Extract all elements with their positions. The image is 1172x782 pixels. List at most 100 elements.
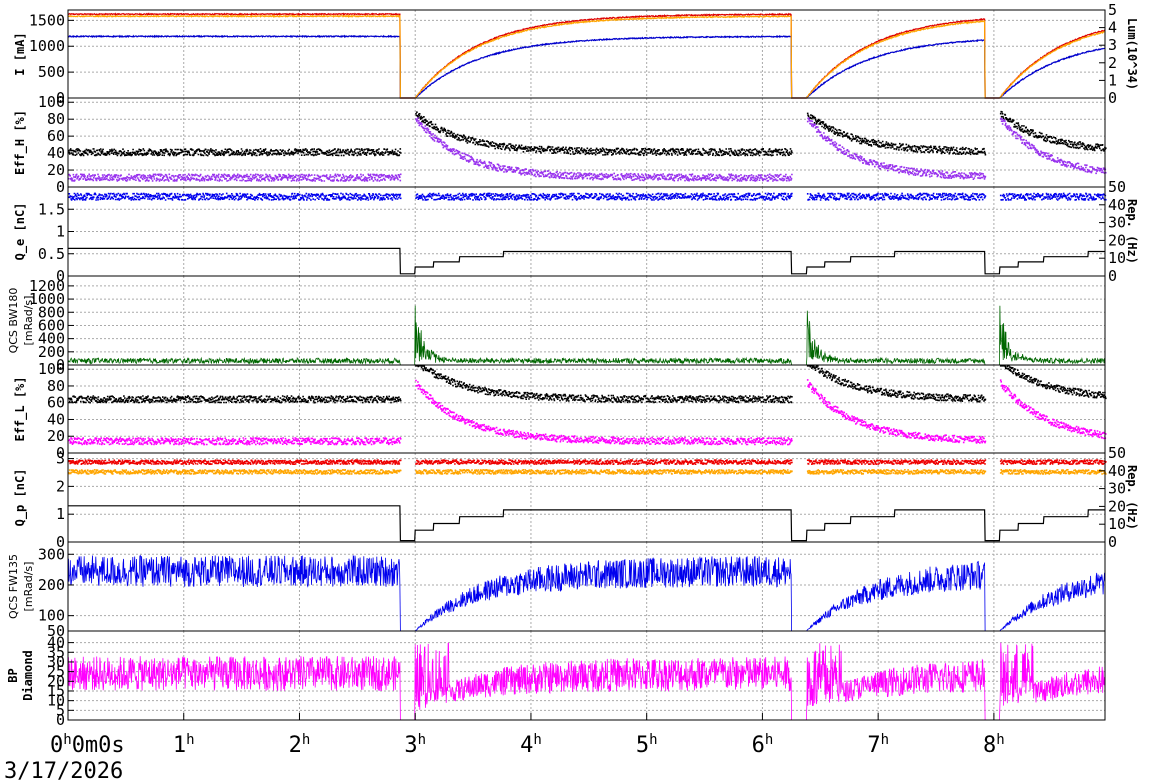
x-tick-label: 3h	[404, 732, 426, 758]
y-axis-label: Q_e [nC]	[13, 203, 28, 261]
y-tick-label: 40	[47, 144, 65, 162]
y-tick-label: 0	[56, 711, 65, 729]
right-tick-label: 30	[1108, 214, 1126, 232]
right-tick-label: 2	[1108, 54, 1117, 72]
frame-layer	[67, 9, 1106, 721]
y-tick-label: 100	[38, 607, 65, 625]
right-tick-label: 0	[1108, 533, 1117, 551]
right-tick-label: 10	[1108, 515, 1126, 533]
y-tick-label: 15	[47, 682, 65, 700]
y-tick-label: 0	[56, 89, 65, 107]
series-effh-black	[68, 110, 1107, 157]
y-tick-label: 50	[47, 622, 65, 640]
y-tick-label: 0	[56, 444, 65, 462]
y-tick-label: 60	[47, 127, 65, 145]
y-tick-label: 25	[47, 663, 65, 681]
x-tick-label: 4h	[520, 732, 542, 758]
right-tick-label: 50	[1108, 178, 1126, 196]
y-axis-label: Eff_H [%]	[13, 110, 28, 175]
y-tick-label: 60	[47, 394, 65, 412]
right-tick-label: 20	[1108, 231, 1126, 249]
y-tick-label: 1	[56, 223, 65, 241]
right-tick-label: 20	[1108, 497, 1126, 515]
right-axis-label: Rep. (Hz)	[1125, 465, 1139, 530]
y-tick-label: 0	[56, 533, 65, 551]
right-axis-label: Lum(10^34)	[1125, 18, 1139, 90]
y-tick-label: 0.5	[38, 245, 65, 263]
series-effh-violet	[68, 117, 1107, 182]
series-ler	[67, 12, 1106, 99]
series-her	[67, 33, 1106, 99]
y-axis-label: BP	[6, 668, 20, 682]
series-rep	[68, 247, 1105, 275]
x-tick-label: 5h	[636, 732, 658, 758]
date-label: 3/17/2026	[4, 759, 123, 782]
y-tick-label: 800	[38, 303, 65, 321]
y-tick-label: 100	[38, 93, 65, 111]
data-layer	[67, 12, 1107, 721]
y-tick-label: 2	[56, 477, 65, 495]
x-tick-label: 6h	[752, 732, 774, 758]
panel-frame	[67, 630, 1106, 721]
right-tick-label: 0	[1108, 89, 1117, 107]
y-tick-label: 1000	[29, 37, 65, 55]
y-tick-label: 40	[47, 634, 65, 652]
y-tick-label: 500	[38, 63, 65, 81]
series-qp-orange	[68, 469, 1107, 475]
series-qe	[68, 192, 1107, 201]
y-axis-label-unit: [mRad/s]	[22, 562, 35, 612]
right-tick-label: 50	[1108, 444, 1126, 462]
series-diamond	[67, 642, 1106, 721]
y-axis-label: Q_p [nC]	[13, 469, 28, 527]
y-tick-label: 1.5	[38, 200, 65, 218]
y-axis-label-unit: [mRad/s]	[22, 296, 35, 346]
y-tick-label: 40	[47, 410, 65, 428]
y-tick-label: 300	[38, 545, 65, 563]
y-tick-label: 200	[38, 576, 65, 594]
y-axis-label: QCS BW180	[7, 288, 20, 354]
x-tick-label: 2h	[289, 732, 311, 758]
y-tick-label: 1200	[29, 277, 65, 295]
y-tick-label: 3	[56, 450, 65, 468]
x-tick-label: 1h	[173, 732, 195, 758]
y-axis-label: Eff_L [%]	[13, 376, 28, 441]
y-tick-label: 600	[38, 316, 65, 334]
x-tick-label: 8h	[983, 732, 1005, 758]
y-tick-label: 100	[38, 360, 65, 378]
y-tick-label: 1	[56, 505, 65, 523]
right-tick-label: 30	[1108, 480, 1126, 498]
y-tick-label: 20	[47, 672, 65, 690]
y-axis-label: QCS FW135	[7, 554, 20, 619]
y-tick-label: 0	[56, 267, 65, 285]
y-tick-label: 30	[47, 653, 65, 671]
series-bw180	[67, 305, 1105, 366]
series-fw135	[67, 554, 1106, 632]
y-tick-label: 0	[56, 178, 65, 196]
series-qp-red	[68, 459, 1107, 465]
right-tick-label: 40	[1108, 462, 1126, 480]
y-tick-label: 80	[47, 110, 65, 128]
y-tick-label: 200	[38, 343, 65, 361]
right-tick-label: 0	[1108, 267, 1117, 285]
x-tick-label: 0h0m0s	[50, 732, 125, 758]
series-rep	[68, 505, 1105, 542]
right-tick-label: 10	[1108, 249, 1126, 267]
y-tick-label: 0	[56, 356, 65, 374]
panel-frame	[67, 452, 1106, 543]
right-tick-label: 4	[1108, 19, 1117, 37]
y-tick-label: 1500	[29, 11, 65, 29]
x-tick-label: 7h	[867, 732, 889, 758]
y-tick-label: 35	[47, 643, 65, 661]
right-tick-label: 40	[1108, 196, 1126, 214]
right-axis-label: Rep. (Hz)	[1125, 199, 1139, 264]
y-tick-label: 20	[47, 161, 65, 179]
y-axis-label-unit: Diamond	[21, 650, 35, 701]
series-lum	[67, 14, 1106, 99]
right-tick-label: 5	[1108, 1, 1117, 19]
series-effl-black	[68, 365, 1107, 404]
right-tick-label: 1	[1108, 71, 1117, 89]
y-tick-label: 80	[47, 377, 65, 395]
y-tick-label: 10	[47, 692, 65, 710]
